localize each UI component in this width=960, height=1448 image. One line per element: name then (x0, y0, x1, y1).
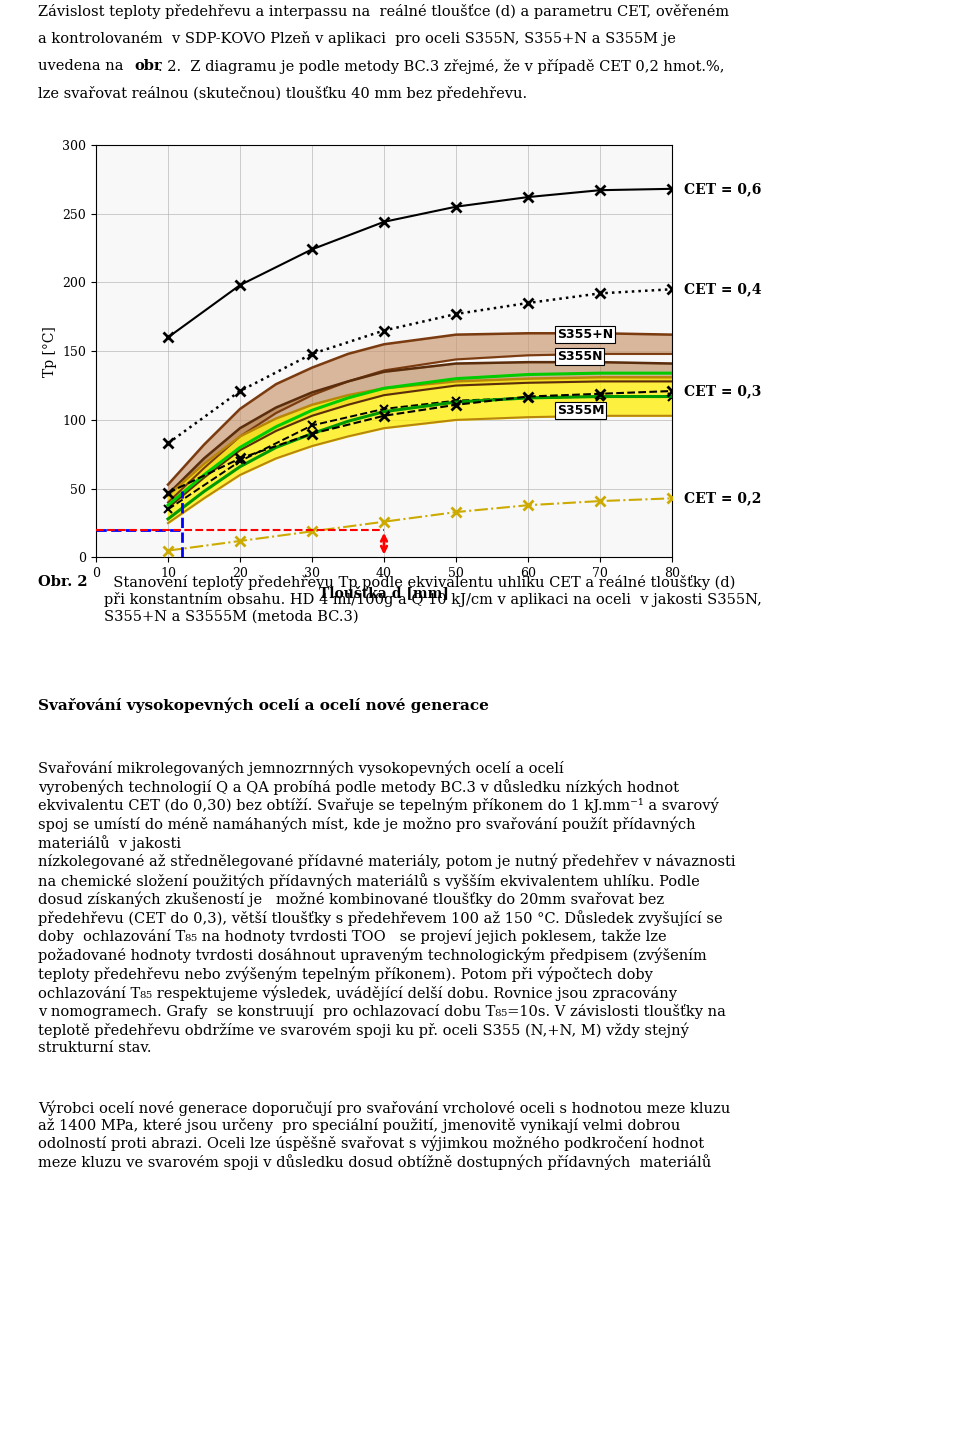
Text: Stanovení teploty předehřevu Tp podle ekvivalentu uhlíku CET a reálné tloušťky (: Stanovení teploty předehřevu Tp podle ek… (104, 575, 761, 624)
Text: spoj se umístí do méně namáhaných míst, kde je možno pro svařování použít přídav: spoj se umístí do méně namáhaných míst, … (38, 817, 696, 833)
Text: S355+N: S355+N (557, 329, 612, 342)
Text: předehřevu (CET do 0,3), větší tloušťky s předehřevem 100 až 150 °C. Důsledek zv: předehřevu (CET do 0,3), větší tloušťky … (38, 911, 723, 925)
Text: S355N: S355N (557, 350, 602, 363)
Text: nízkolegované až střednělegované přídavné materiály, potom je nutný předehřev v : nízkolegované až střednělegované přídavn… (38, 854, 736, 869)
Text: CET = 0,3: CET = 0,3 (684, 384, 761, 398)
Text: CET = 0,6: CET = 0,6 (684, 182, 761, 195)
Text: Svařování vysokopevných ocelí a ocelí nové generace: Svařování vysokopevných ocelí a ocelí no… (38, 698, 490, 714)
Text: materiálů  v jakosti: materiálů v jakosti (38, 835, 186, 851)
Text: doby  ochlazování T₈₅ na hodnoty tvrdosti TOO   se projeví jejich poklesem, takž: doby ochlazování T₈₅ na hodnoty tvrdosti… (38, 928, 667, 944)
Text: Obr. 2: Obr. 2 (38, 575, 88, 589)
Text: vyrobených technologií Q a QA probíhá podle metody BC.3 v důsledku nízkých hodno: vyrobených technologií Q a QA probíhá po… (38, 779, 680, 795)
X-axis label: Tloušťka d [mm]: Tloušťka d [mm] (319, 586, 449, 599)
Text: CET = 0,4: CET = 0,4 (684, 282, 761, 297)
Text: dosud získaných zkušeností je   možné kombinované tloušťky do 20mm svařovat bez: dosud získaných zkušeností je možné komb… (38, 892, 664, 906)
Text: S355M: S355M (557, 404, 604, 417)
Text: teplotě předehřevu obdržíme ve svarovém spoji ku př. oceli S355 (N,+N, M) vždy s: teplotě předehřevu obdržíme ve svarovém … (38, 1022, 689, 1038)
Text: Závislost teploty předehřevu a interpassu na  reálné tloušťce (d) a parametru CE: Závislost teploty předehřevu a interpass… (38, 4, 730, 19)
Text: obr: obr (134, 58, 162, 72)
Text: strukturní stav.: strukturní stav. (38, 1041, 152, 1056)
Text: uvedena na: uvedena na (38, 58, 129, 72)
Text: Svařování mikrolegovaných jemnozrnných vysokopevných ocelí a ocelí: Svařování mikrolegovaných jemnozrnných v… (38, 760, 568, 776)
Text: lze svařovat reálnou (skutečnou) tloušťku 40 mm bez předehřevu.: lze svařovat reálnou (skutečnou) tloušťk… (38, 85, 528, 101)
Text: požadované hodnoty tvrdosti dosáhnout upraveným technologickým předpisem (zvýšen: požadované hodnoty tvrdosti dosáhnout up… (38, 947, 708, 963)
Text: CET = 0,2: CET = 0,2 (684, 491, 761, 505)
Text: a kontrolovaném  v SDP-KOVO Plzeň v aplikaci  pro oceli S355N, S355+N a S355M je: a kontrolovaném v SDP-KOVO Plzeň v aplik… (38, 32, 676, 46)
Text: . 2.  Z diagramu je podle metody BC.3 zřejmé, že v případě CET 0,2 hmot.%,: . 2. Z diagramu je podle metody BC.3 zře… (157, 58, 724, 74)
Text: v nomogramech. Grafy  se konstruují  pro ochlazovací dobu T₈₅=10s. V závislosti : v nomogramech. Grafy se konstruují pro o… (38, 1003, 727, 1019)
Y-axis label: Tp [°C]: Tp [°C] (43, 326, 57, 376)
Text: ekvivalentu CET (do 0,30) bez obtíží. Svařuje se tepelným příkonem do 1 kJ.mm⁻¹ : ekvivalentu CET (do 0,30) bez obtíží. Sv… (38, 798, 719, 814)
Text: ochlazování T₈₅ respektujeme výsledek, uvádějící delší dobu. Rovnice jsou zpraco: ochlazování T₈₅ respektujeme výsledek, u… (38, 985, 678, 1001)
Text: na chemické složení použitých přídavných materiálů s vyšším ekvivalentem uhlíku.: na chemické složení použitých přídavných… (38, 873, 700, 889)
Text: Výrobci ocelí nové generace doporučují pro svařování vrcholové oceli s hodnotou : Výrobci ocelí nové generace doporučují p… (38, 1100, 731, 1170)
Text: teploty předehřevu nebo zvýšeným tepelným příkonem). Potom při výpočtech doby: teploty předehřevu nebo zvýšeným tepelný… (38, 966, 653, 982)
